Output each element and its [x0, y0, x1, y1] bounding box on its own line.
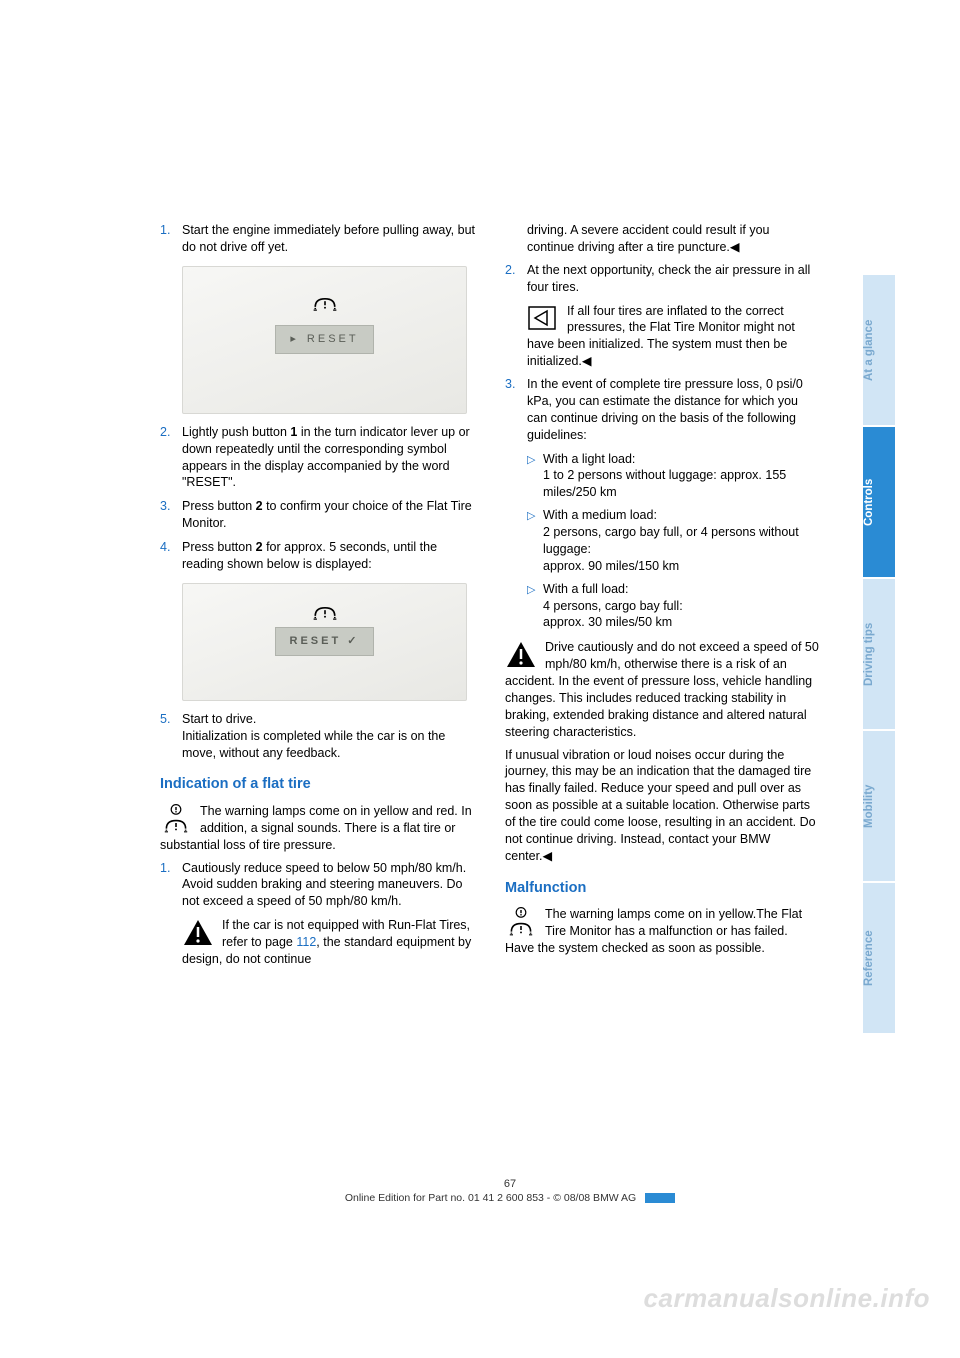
- reset-label-box: ▸RESET: [275, 325, 373, 354]
- indication-text: The warning lamps come on in yellow and …: [160, 804, 472, 852]
- watermark: carmanualsonline.info: [644, 1283, 930, 1314]
- right-steps-3: 3. In the event of complete tire pressur…: [505, 376, 820, 444]
- tab-reference[interactable]: Reference: [863, 883, 895, 1033]
- step-text: In the event of complete tire pressure l…: [527, 376, 820, 444]
- footer-accent-bar: [645, 1193, 675, 1203]
- step-text: Cautiously reduce speed to below 50 mph/…: [182, 860, 475, 911]
- bullet-icon: ▷: [527, 507, 543, 575]
- load-light-text: 1 to 2 persons without luggage: approx. …: [543, 468, 786, 499]
- reset-check-label: RESET ✓: [290, 634, 360, 649]
- step-5: 5. Start to drive. Initialization is com…: [160, 711, 475, 762]
- tab-driving-tips[interactable]: Driving tips: [863, 579, 895, 729]
- page-number: 67: [160, 1178, 860, 1190]
- runflat-warning: If the car is not equipped with Run-Flat…: [182, 917, 475, 968]
- continuation-text: driving. A severe accident could result …: [527, 222, 820, 256]
- right-column: driving. A severe accident could result …: [505, 222, 820, 974]
- heading-malfunction: Malfunction: [505, 879, 820, 899]
- side-tabs: At a glance Controls Driving tips Mobili…: [863, 275, 895, 1035]
- reset-check-label-box: RESET ✓: [275, 627, 375, 656]
- step-number: 1.: [160, 222, 182, 256]
- warning-triangle-icon: [505, 639, 537, 671]
- right-steps: 2. At the next opportunity, check the ai…: [505, 262, 820, 296]
- step-text: Press button 2 to confirm your choice of…: [182, 498, 475, 532]
- step-number: 2.: [505, 262, 527, 296]
- inflation-note-text: If all four tires are inflated to the co…: [527, 304, 795, 369]
- malfunction-note: The warning lamps come on in yellow.The …: [505, 906, 820, 957]
- indication-steps: 1. Cautiously reduce speed to below 50 m…: [160, 860, 475, 911]
- step-text: At the next opportunity, check the air p…: [527, 262, 820, 296]
- two-columns: 1. Start the engine immediately before p…: [160, 222, 820, 974]
- footer-line: Online Edition for Part no. 01 41 2 600 …: [345, 1192, 636, 1204]
- drive-caution-warning: Drive cautiously and do not exceed a spe…: [505, 639, 820, 740]
- load-full-text: 4 persons, cargo bay full: approx. 30 mi…: [543, 599, 683, 630]
- load-light-head: With a light load:: [543, 452, 635, 466]
- load-medium-text: 2 persons, cargo bay full, or 4 persons …: [543, 525, 799, 573]
- r-step-3: 3. In the event of complete tire pressur…: [505, 376, 820, 444]
- load-medium: ▷ With a medium load: 2 persons, cargo b…: [527, 507, 820, 575]
- tab-at-a-glance[interactable]: At a glance: [863, 275, 895, 425]
- flat-tire-lamp-icon: [160, 803, 192, 835]
- init-steps-list-end: 5. Start to drive. Initialization is com…: [160, 711, 475, 762]
- step-3: 3. Press button 2 to confirm your choice…: [160, 498, 475, 532]
- caution-text-2: If unusual vibration or loud noises occu…: [505, 747, 820, 865]
- init-steps-list: 1. Start the engine immediately before p…: [160, 222, 475, 256]
- step-text: Start to drive. Initialization is comple…: [182, 711, 475, 762]
- display-image-reset-check: RESET ✓: [182, 583, 467, 701]
- tire-warning-icon: [293, 598, 357, 624]
- step-text: Start the engine immediately before pull…: [182, 222, 475, 256]
- load-full: ▷ With a full load: 4 persons, cargo bay…: [527, 581, 820, 632]
- load-medium-head: With a medium load:: [543, 508, 657, 522]
- note-arrow-icon: [527, 303, 559, 335]
- step-1: 1. Start the engine immediately before p…: [160, 222, 475, 256]
- ind-step-1: 1. Cautiously reduce speed to below 50 m…: [160, 860, 475, 911]
- step-number: 3.: [160, 498, 182, 532]
- page-footer: 67 Online Edition for Part no. 01 41 2 6…: [160, 1178, 860, 1204]
- load-guidelines: ▷ With a light load: 1 to 2 persons with…: [527, 451, 820, 632]
- step-number: 3.: [505, 376, 527, 444]
- tab-controls[interactable]: Controls: [863, 427, 895, 577]
- step-text: Lightly push button 1 in the turn indica…: [182, 424, 475, 492]
- display-image-reset: ▸RESET: [182, 266, 467, 414]
- malfunction-text: The warning lamps come on in yellow.The …: [505, 907, 802, 955]
- load-full-head: With a full load:: [543, 582, 628, 596]
- tab-mobility[interactable]: Mobility: [863, 731, 895, 881]
- inflation-note: If all four tires are inflated to the co…: [527, 303, 820, 371]
- step-number: 4.: [160, 539, 182, 573]
- caution-text-1: Drive cautiously and do not exceed a spe…: [505, 640, 819, 738]
- indication-note: The warning lamps come on in yellow and …: [160, 803, 475, 854]
- step-2: 2. Lightly push button 1 in the turn ind…: [160, 424, 475, 492]
- bullet-icon: ▷: [527, 581, 543, 632]
- load-light: ▷ With a light load: 1 to 2 persons with…: [527, 451, 820, 502]
- step-number: 5.: [160, 711, 182, 762]
- page-content: 1. Start the engine immediately before p…: [160, 222, 820, 1222]
- tire-warning-icon: [293, 289, 357, 315]
- reset-label: RESET: [307, 332, 359, 347]
- r-step-2: 2. At the next opportunity, check the ai…: [505, 262, 820, 296]
- step-number: 2.: [160, 424, 182, 492]
- warning-triangle-icon: [182, 917, 214, 949]
- page-link-112[interactable]: 112: [296, 935, 316, 949]
- bullet-icon: ▷: [527, 451, 543, 502]
- step-4: 4. Press button 2 for approx. 5 seconds,…: [160, 539, 475, 573]
- malfunction-lamp-icon: [505, 906, 537, 938]
- heading-indication: Indication of a flat tire: [160, 775, 475, 795]
- step-number: 1.: [160, 860, 182, 911]
- left-column: 1. Start the engine immediately before p…: [160, 222, 475, 974]
- step-text: Press button 2 for approx. 5 seconds, un…: [182, 539, 475, 573]
- init-steps-list-cont: 2. Lightly push button 1 in the turn ind…: [160, 424, 475, 573]
